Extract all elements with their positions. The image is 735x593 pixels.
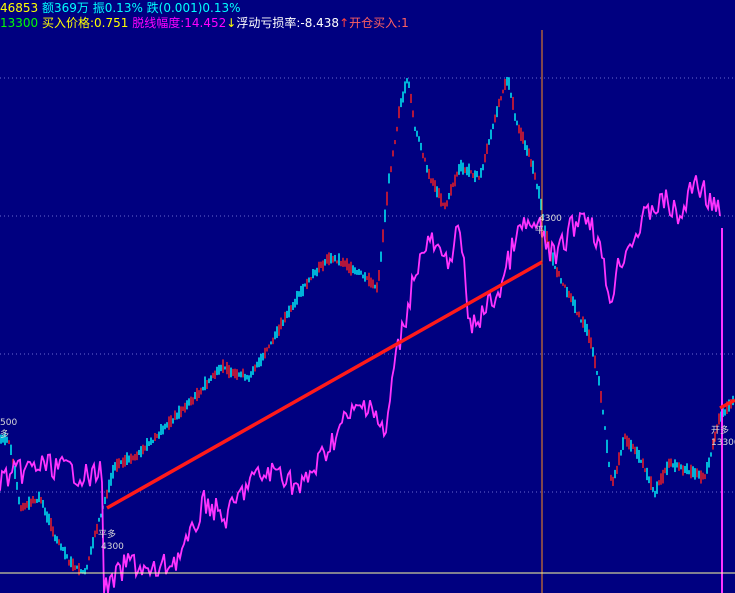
header-segment: 46853 [0,1,39,15]
header-segment: ↓ [226,16,237,30]
indicator-line [0,175,721,593]
chart-grid [0,77,735,493]
header-segment: 额369万 [38,1,89,15]
mid-signal-label: 平 [535,226,545,236]
header-segment: 13300 [0,16,39,30]
position-trend-line [106,260,543,510]
header-segment: 振0.13% [88,1,143,15]
header-segment: 开仓买入:1 [349,16,409,30]
right-value-label: 13300 [711,438,735,448]
position-stats-line: 13300 买入价格:0.751 脱线幅度:14.452↓浮动亏损率:-8.43… [0,16,409,30]
left-value-label: 500 [0,418,18,428]
header-segment: 买入价格:0.751 [38,16,129,30]
candlestick-series [0,76,734,576]
buy-signal-label: 平多 [98,530,117,540]
header-segment: 跌(0.001)0.13% [142,1,241,15]
quote-summary-line: 46853 额369万 振0.13% 跌(0.001)0.13% [0,1,241,15]
right-signal-label: 开多 [711,426,730,436]
buy-value-label: 4300 [101,542,124,552]
left-signal-label: 多 [0,430,10,440]
header-segment: 脱线幅度:14.452 [128,16,227,30]
mid-value-label: 4300 [539,214,562,224]
header-segment: 浮动亏损率:-8.438 [236,16,340,30]
position-trend-line-right [719,398,735,410]
header-segment: ↑ [339,16,350,30]
